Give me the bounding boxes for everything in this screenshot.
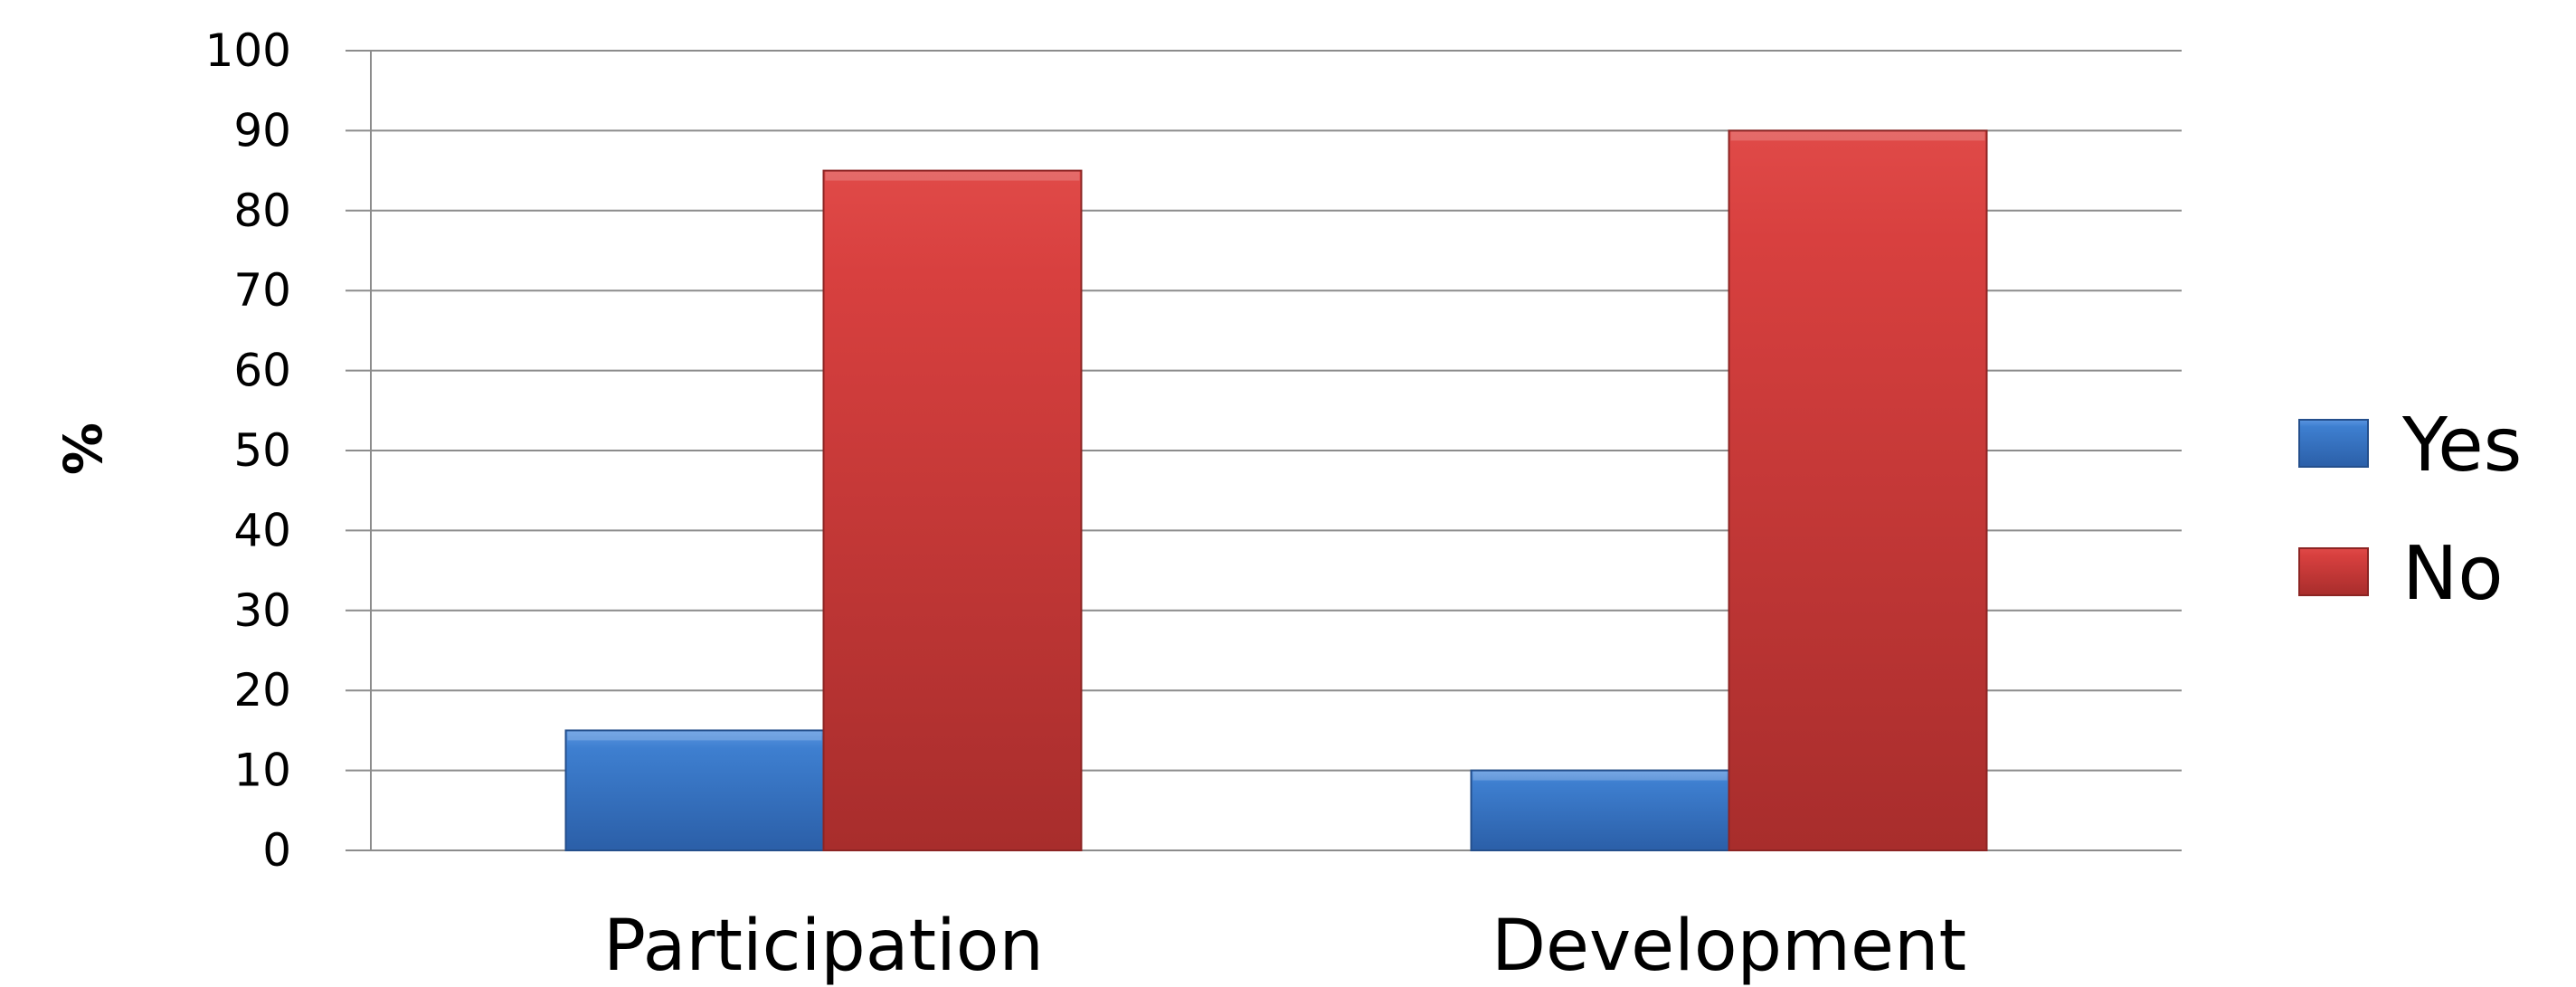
y-tick-label: 20: [233, 664, 291, 717]
y-tick-labels: 0 10 20 30 40 50 60 70 80 90 100: [205, 24, 291, 877]
y-tick-label: 80: [233, 185, 291, 237]
y-tick-label: 40: [233, 504, 291, 556]
y-tick-label: 0: [262, 824, 291, 877]
y-tick-label: 70: [233, 264, 291, 317]
x-category-label: Development: [1492, 906, 1966, 987]
legend-swatch-no: [2298, 547, 2369, 596]
bar-no-development: [1728, 129, 1988, 851]
y-tick-label: 60: [233, 345, 291, 397]
bar-highlight: [825, 171, 1080, 181]
y-tick-label: 90: [233, 104, 291, 157]
y-tick-label: 100: [205, 24, 291, 77]
bar-highlight: [567, 731, 822, 741]
bar-yes-participation: [564, 729, 825, 852]
y-tick-label: 50: [233, 424, 291, 477]
x-category-labels: Participation Development: [603, 906, 1966, 987]
legend-swatch-yes: [2298, 419, 2369, 468]
bar-highlight: [1473, 771, 1728, 781]
bar-no-participation: [822, 169, 1083, 852]
x-category-label: Participation: [603, 906, 1044, 987]
y-tick-label: 30: [233, 584, 291, 637]
bars: [564, 129, 1988, 852]
legend: Yes No: [2298, 403, 2522, 617]
legend-label-yes: Yes: [2401, 403, 2522, 489]
y-tick-label: 10: [233, 745, 291, 797]
bar-highlight: [1730, 131, 1985, 141]
bar-yes-development: [1470, 769, 1730, 851]
y-axis-title: %: [52, 422, 114, 475]
legend-label-no: No: [2402, 531, 2504, 617]
